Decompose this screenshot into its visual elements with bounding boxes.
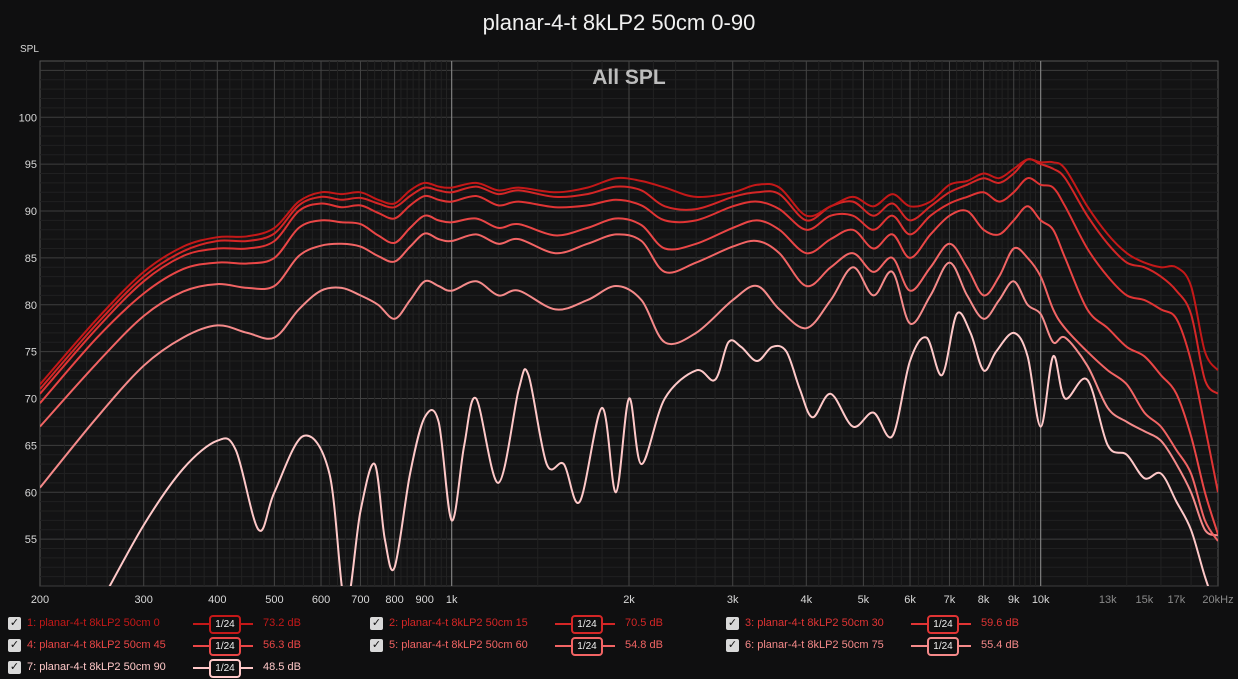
- legend-smoothing-button[interactable]: 1/24: [555, 637, 615, 656]
- legend-checkbox[interactable]: ✓: [370, 639, 383, 652]
- x-tick-label: 400: [208, 594, 226, 606]
- legend-label: 1: planar-4-t 8kLP2 50cm 0: [27, 617, 160, 629]
- legend-checkbox[interactable]: ✓: [726, 617, 739, 630]
- legend-smoothing-button[interactable]: 1/24: [193, 615, 253, 634]
- legend-value: 59.6 dB: [981, 617, 1019, 629]
- legend: ✓ 1: planar-4-t 8kLP2 50cm 0 1/24 73.2 dB ✓ 2…: [0, 612, 1238, 679]
- x-tick-label: 4k: [800, 594, 812, 606]
- y-tick-label: 90: [25, 206, 37, 218]
- x-tick-label: 13k: [1099, 594, 1117, 606]
- y-tick-label: 60: [25, 487, 37, 499]
- y-tick-label: 95: [25, 159, 37, 171]
- chart-title: planar-4-t 8kLP2 50cm 0-90: [483, 10, 756, 35]
- legend-value: 56.3 dB: [263, 639, 301, 651]
- series-line: [40, 158, 1218, 386]
- legend-item[interactable]: ✓ 5: planar-4-t 8kLP2 50cm 60 1/24 54.8 dB: [370, 637, 710, 657]
- legend-value: 70.5 dB: [625, 617, 663, 629]
- x-tick-label: 300: [135, 594, 153, 606]
- series-line: [40, 232, 1218, 542]
- legend-smoothing-button[interactable]: 1/24: [911, 615, 971, 634]
- x-tick-label: 500: [265, 594, 283, 606]
- series-line: [40, 177, 1218, 493]
- legend-label: 4: planar-4-t 8kLP2 50cm 45: [27, 639, 166, 651]
- legend-value: 54.8 dB: [625, 639, 663, 651]
- y-axis-label: SPL: [20, 44, 39, 55]
- series-line: [40, 261, 1218, 537]
- y-tick-labels: 55 60 65 70 75 80 85 90 95 100: [19, 112, 37, 546]
- legend-checkbox[interactable]: ✓: [8, 661, 21, 674]
- smoothing-label: 1/24: [927, 637, 959, 656]
- series-line: [40, 205, 1218, 535]
- legend-checkbox[interactable]: ✓: [8, 617, 21, 630]
- x-tick-label: 10k: [1032, 594, 1050, 606]
- legend-label: 3: planar-4-t 8kLP2 50cm 30: [745, 617, 884, 629]
- grid-lines: [40, 61, 1218, 587]
- x-tick-label: 3k: [727, 594, 739, 606]
- smoothing-label: 1/24: [571, 615, 603, 634]
- legend-item[interactable]: ✓ 6: planar-4-t 8kLP2 50cm 75 1/24 55.4 dB: [726, 637, 1066, 657]
- y-tick-label: 100: [19, 112, 37, 124]
- legend-label: 7: planar-4-t 8kLP2 50cm 90: [27, 661, 166, 673]
- y-tick-label: 70: [25, 394, 37, 406]
- legend-value: 48.5 dB: [263, 661, 301, 673]
- chart-subtitle: All SPL: [592, 66, 666, 89]
- y-tick-label: 75: [25, 347, 37, 359]
- smoothing-label: 1/24: [209, 659, 241, 678]
- x-tick-label: 600: [312, 594, 330, 606]
- x-tick-label: 2k: [623, 594, 635, 606]
- x-tick-label: 6k: [904, 594, 916, 606]
- legend-item[interactable]: ✓ 3: planar-4-t 8kLP2 50cm 30 1/24 59.6 dB: [726, 615, 1066, 635]
- x-tick-label: 900: [416, 594, 434, 606]
- series-line: [40, 158, 1218, 395]
- x-tick-label: 200: [31, 594, 49, 606]
- legend-smoothing-button[interactable]: 1/24: [193, 659, 253, 678]
- legend-value: 55.4 dB: [981, 639, 1019, 651]
- legend-label: 6: planar-4-t 8kLP2 50cm 75: [745, 639, 884, 651]
- legend-smoothing-button[interactable]: 1/24: [193, 637, 253, 656]
- legend-smoothing-button[interactable]: 1/24: [555, 615, 615, 634]
- smoothing-label: 1/24: [209, 637, 241, 656]
- x-tick-label: 700: [351, 594, 369, 606]
- smoothing-label: 1/24: [927, 615, 959, 634]
- y-tick-label: 65: [25, 440, 37, 452]
- x-tick-label: 15k: [1136, 594, 1154, 606]
- legend-label: 2: planar-4-t 8kLP2 50cm 15: [389, 617, 528, 629]
- legend-checkbox[interactable]: ✓: [370, 617, 383, 630]
- legend-checkbox[interactable]: ✓: [8, 639, 21, 652]
- x-tick-labels: 200 300 400 500 600 700 800 900 1k 2k 3k 4k 5k 6k 7k 8k…: [31, 594, 1234, 606]
- x-tick-label: 9k: [1008, 594, 1020, 606]
- legend-smoothing-button[interactable]: 1/24: [911, 637, 971, 656]
- x-tick-label: 5k: [858, 594, 870, 606]
- x-tick-label: 1k: [446, 594, 458, 606]
- y-tick-label: 55: [25, 534, 37, 546]
- x-tick-label: 17k: [1168, 594, 1186, 606]
- legend-item[interactable]: ✓ 2: planar-4-t 8kLP2 50cm 15 1/24 70.5 dB: [370, 615, 710, 635]
- x-tick-label: 20kHz: [1202, 594, 1233, 606]
- legend-item[interactable]: ✓ 4: planar-4-t 8kLP2 50cm 45 1/24 56.3 dB: [8, 637, 348, 657]
- legend-value: 73.2 dB: [263, 617, 301, 629]
- legend-item[interactable]: ✓ 1: planar-4-t 8kLP2 50cm 0 1/24 73.2 dB: [8, 615, 348, 635]
- x-tick-label: 8k: [978, 594, 990, 606]
- legend-label: 5: planar-4-t 8kLP2 50cm 60: [389, 639, 528, 651]
- series-line: [108, 311, 1210, 586]
- smoothing-label: 1/24: [209, 615, 241, 634]
- legend-item[interactable]: ✓ 7: planar-4-t 8kLP2 50cm 90 1/24 48.5 dB: [8, 659, 348, 679]
- x-tick-label: 800: [385, 594, 403, 606]
- legend-checkbox[interactable]: ✓: [726, 639, 739, 652]
- y-tick-label: 85: [25, 253, 37, 265]
- x-tick-label: 7k: [944, 594, 956, 606]
- smoothing-label: 1/24: [571, 637, 603, 656]
- series-lines: [40, 158, 1218, 586]
- y-tick-label: 80: [25, 300, 37, 312]
